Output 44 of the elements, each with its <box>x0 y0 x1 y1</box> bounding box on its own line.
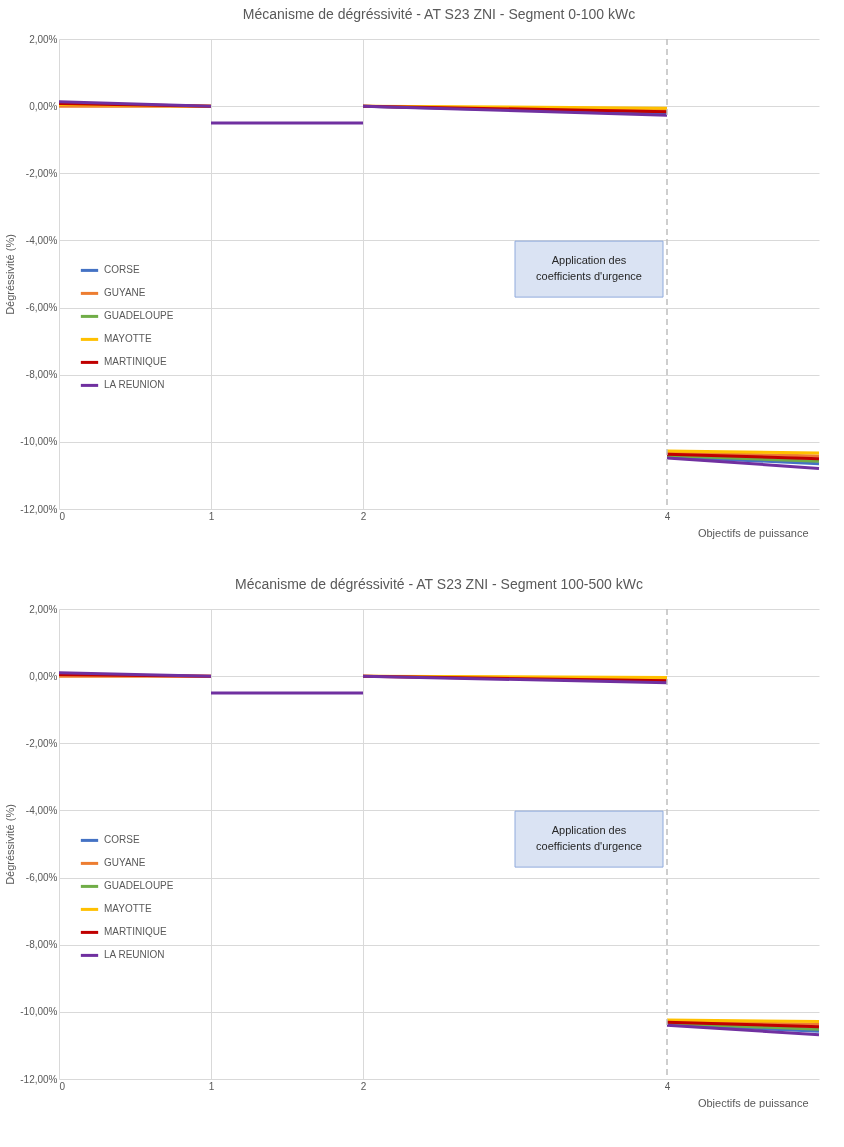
x-axis-title: Objectifs de puissance <box>697 1096 809 1109</box>
x-tick-label: 1 <box>208 1080 215 1092</box>
legend-label: LA REUNION <box>104 949 165 961</box>
legend-label: MARTINIQUE <box>104 356 167 368</box>
legend-label: LA REUNION <box>104 379 165 391</box>
chart-title: Mécanisme de dégréssivité - AT S23 ZNI - Segment 100-500 kWc <box>235 576 643 592</box>
x-tick-label: 0 <box>59 1080 66 1092</box>
y-tick-label: -10,00% <box>20 1006 58 1018</box>
legend-label: GUYANE <box>104 857 146 869</box>
x-tick-label: 1 <box>208 510 215 522</box>
y-tick-label: -10,00% <box>20 436 58 448</box>
y-tick-label: -2,00% <box>25 737 58 749</box>
y-axis-title: Dégréssivité (%) <box>4 234 17 315</box>
y-tick-label: 0,00% <box>29 100 58 112</box>
x-tick-label: 2 <box>360 510 367 522</box>
y-tick-label: -4,00% <box>25 234 58 246</box>
y-tick-label: 0,00% <box>29 670 58 682</box>
legend-label: GUADELOUPE <box>104 880 174 892</box>
y-tick-label: -8,00% <box>25 369 58 381</box>
annotation: Application des coefficients d'urgence <box>536 254 642 283</box>
legend-label: GUYANE <box>104 287 146 299</box>
legend-label: CORSE <box>104 834 140 846</box>
y-tick-label: 2,00% <box>29 603 58 615</box>
y-tick-label: -8,00% <box>25 939 58 951</box>
y-tick-label: -6,00% <box>25 302 58 314</box>
y-tick-label: -6,00% <box>25 872 58 884</box>
legend-label: CORSE <box>104 264 140 276</box>
x-tick-label: 0 <box>59 510 66 522</box>
y-tick-label: -2,00% <box>25 167 58 179</box>
legend-label: GUADELOUPE <box>104 310 174 322</box>
legend-label: MARTINIQUE <box>104 926 167 938</box>
y-axis-title: Dégréssivité (%) <box>4 804 17 885</box>
x-tick-label: 2 <box>360 1080 367 1092</box>
legend-label: MAYOTTE <box>104 333 152 345</box>
y-tick-label: -4,00% <box>25 804 58 816</box>
y-tick-label: -12,00% <box>20 503 58 515</box>
x-axis-title: Objectifs de puissance <box>697 526 809 539</box>
chart-title: Mécanisme de dégréssivité - AT S23 ZNI - Segment 0-100 kWc <box>242 6 636 22</box>
annotation: Application des coefficients d'urgence <box>536 824 642 853</box>
x-tick-label: 4 <box>664 510 671 522</box>
y-tick-label: -12,00% <box>20 1073 58 1085</box>
x-tick-label: 4 <box>664 1080 671 1092</box>
y-tick-label: 2,00% <box>29 33 58 45</box>
legend-label: MAYOTTE <box>104 903 152 915</box>
